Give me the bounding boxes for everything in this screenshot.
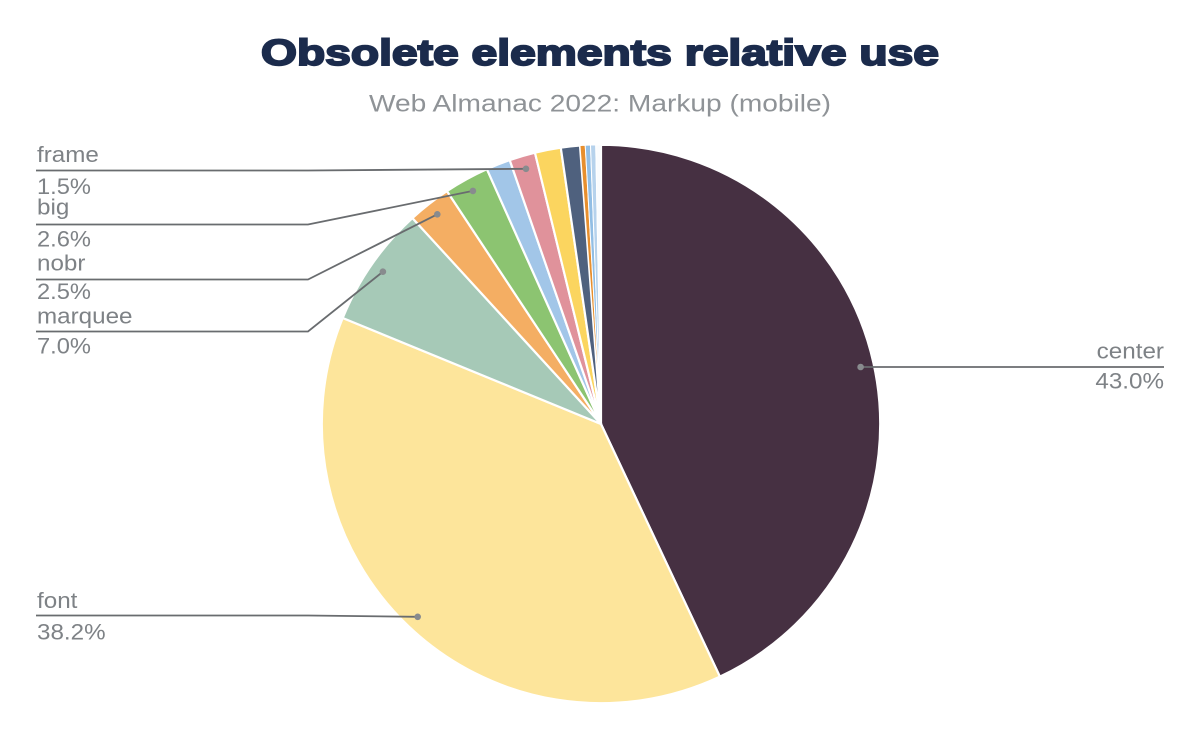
svg-text:7.0%: 7.0% [37, 334, 91, 359]
svg-text:Obsolete elements relative use: Obsolete elements relative use [261, 32, 939, 73]
svg-text:38.2%: 38.2% [37, 620, 106, 645]
svg-text:center: center [1097, 339, 1164, 364]
svg-text:1.5%: 1.5% [37, 174, 91, 199]
svg-text:Web Almanac 2022: Markup (mobi: Web Almanac 2022: Markup (mobile) [369, 91, 831, 118]
svg-text:frame: frame [37, 142, 99, 167]
svg-text:marquee: marquee [37, 304, 133, 329]
svg-text:43.0%: 43.0% [1095, 369, 1164, 394]
svg-text:2.6%: 2.6% [37, 227, 91, 252]
svg-text:font: font [37, 588, 77, 613]
svg-text:2.5%: 2.5% [37, 279, 91, 304]
svg-text:nobr: nobr [37, 251, 85, 276]
svg-text:big: big [37, 195, 69, 220]
